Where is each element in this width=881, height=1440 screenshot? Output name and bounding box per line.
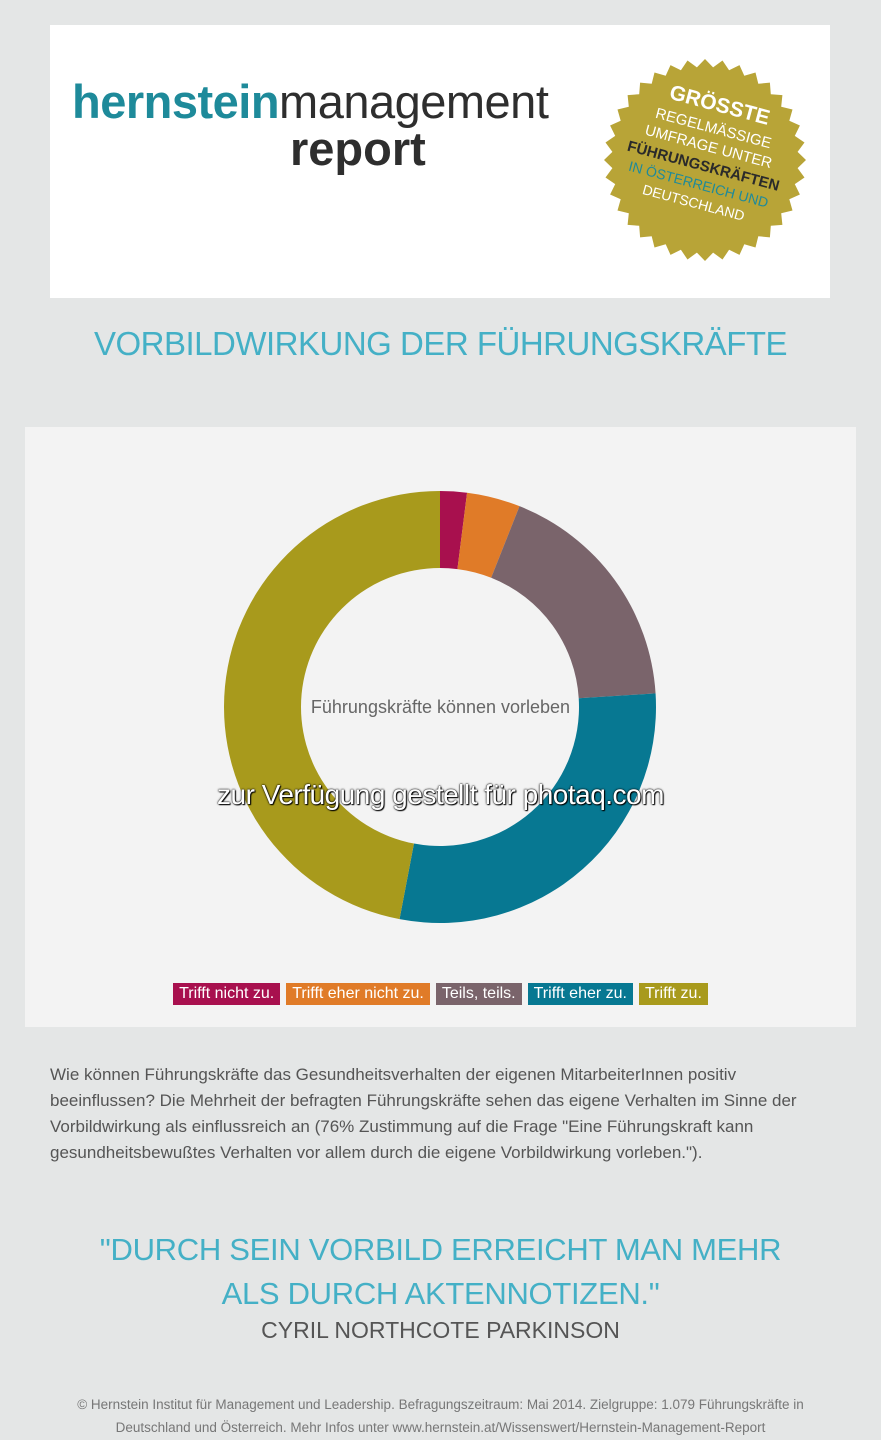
logo-brand-text: hernstein [72, 75, 280, 128]
donut-slice-3 [491, 506, 656, 699]
footer-note: © Hernstein Institut für Management und … [30, 1393, 851, 1439]
donut-chart [224, 491, 657, 923]
quote: "DURCH SEIN VORBILD ERREICHT MAN MEHR AL… [0, 1228, 881, 1316]
chart-panel: Führungskräfte können vorleben Trifft ni… [25, 427, 856, 1027]
footer-line-1: © Hernstein Institut für Management und … [77, 1397, 804, 1412]
chart-center-label: Führungskräfte können vorleben [310, 697, 571, 717]
body-paragraph: Wie können Führungskräfte das Gesundheit… [50, 1065, 797, 1162]
legend-item-1: Trifft nicht zu. [173, 983, 281, 1005]
hernstein-logo: hernsteinmanagement report [72, 75, 549, 175]
watermark-text: zur Verfügung gestellt für photaq.com [217, 779, 664, 810]
chart-legend: Trifft nicht zu. Trifft eher nicht zu. Tei… [25, 983, 856, 1005]
logo-management-text: management [279, 75, 549, 128]
legend-item-5: Trifft zu. [639, 983, 708, 1005]
header-banner: hernsteinmanagement report GRÖSSTE REGEL… [50, 25, 830, 298]
legend-item-3: Teils, teils. [435, 983, 522, 1005]
logo-report-text: report [290, 122, 426, 175]
section-title: VORBILDWIRKUNG DER FÜHRUNGSKRÄFTE [93, 325, 788, 362]
donut-slice-1 [440, 491, 468, 570]
legend-item-2: Trifft eher nicht zu. [286, 983, 430, 1005]
legend-item-4: Trifft eher zu. [527, 983, 633, 1005]
donut-slice-4 [399, 693, 657, 923]
quote-line-2: ALS DURCH AKTENNOTIZEN." [221, 1276, 660, 1311]
survey-seal-badge: GRÖSSTE REGELMÄSSIGE UMFRAGE UNTER FÜHRU… [604, 59, 806, 261]
quote-line-1: "DURCH SEIN VORBILD ERREICHT MAN MEHR [99, 1232, 782, 1267]
seal-shape [604, 59, 806, 261]
quote-author: CYRIL NORTHCOTE PARKINSON [261, 1317, 620, 1343]
footer-line-2: Deutschland und Österreich. Mehr Infos u… [115, 1420, 766, 1435]
donut-slice-2 [457, 492, 520, 578]
donut-slice-5 [224, 491, 440, 920]
